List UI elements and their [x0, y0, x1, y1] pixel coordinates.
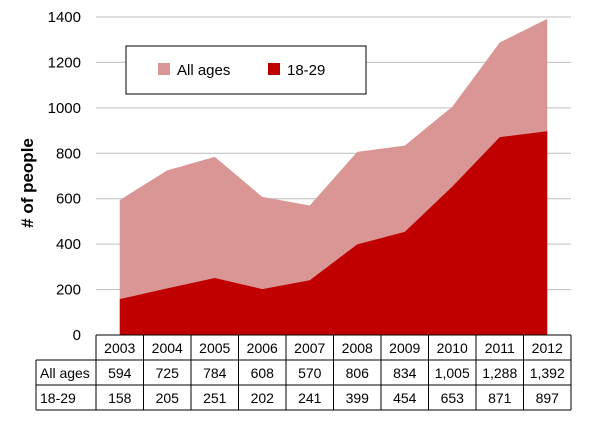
legend-label-1: 18-29 — [287, 62, 325, 79]
table-cell-1-2011: 871 — [488, 390, 512, 406]
table-cell-0-2010: 1,005 — [435, 365, 470, 381]
table-cell-1-2006: 202 — [251, 390, 275, 406]
x-tick-label-2004: 2004 — [152, 340, 183, 356]
table-cell-0-2004: 725 — [156, 365, 180, 381]
y-tick-label-0: 0 — [73, 327, 81, 344]
x-tick-label-2010: 2010 — [437, 340, 468, 356]
y-tick-label-600: 600 — [56, 191, 81, 208]
data-table: 2003 2004 2005 2006 2007 2008 2009 2010 2011 2012… — [35, 334, 572, 411]
y-tick-label-1400: 1400 — [48, 9, 81, 26]
table-row-label-1: 18-29 — [40, 390, 76, 406]
legend: All ages 18-29 — [125, 45, 367, 95]
table-cell-0-2005: 784 — [203, 365, 227, 381]
y-tick-label-400: 400 — [56, 236, 81, 253]
x-tick-label-2007: 2007 — [294, 340, 325, 356]
table-cell-1-2008: 399 — [346, 390, 370, 406]
table-cell-1-2005: 251 — [203, 390, 227, 406]
y-axis-ticks: 0 200 400 600 800 1000 1200 1400 — [48, 9, 81, 344]
table-cell-1-2003: 158 — [108, 390, 132, 406]
x-tick-label-2009: 2009 — [389, 340, 420, 356]
y-tick-label-800: 800 — [56, 145, 81, 162]
table-cell-0-2009: 834 — [393, 365, 417, 381]
table-cell-1-2004: 205 — [156, 390, 180, 406]
table-cell-1-2012: 897 — [536, 390, 560, 406]
table-cell-0-2006: 608 — [251, 365, 275, 381]
table-cell-0-2007: 570 — [298, 365, 322, 381]
x-tick-label-2005: 2005 — [199, 340, 230, 356]
x-tick-label-2011: 2011 — [485, 340, 515, 356]
y-tick-label-200: 200 — [56, 282, 81, 299]
table-cell-0-2008: 806 — [346, 365, 370, 381]
y-tick-label-1000: 1000 — [48, 100, 81, 117]
legend-swatch-0 — [158, 63, 170, 75]
y-tick-label-1200: 1200 — [48, 54, 81, 71]
x-tick-label-2003: 2003 — [104, 340, 135, 356]
area-series-18-29 — [119, 131, 548, 335]
x-tick-label-2012: 2012 — [532, 340, 563, 356]
legend-label-0: All ages — [177, 62, 230, 79]
table-cell-1-2010: 653 — [441, 390, 465, 406]
table-row-label-0: All ages — [40, 365, 90, 381]
legend-swatch-1 — [268, 63, 280, 75]
table-cell-0-2003: 594 — [108, 365, 132, 381]
x-tick-label-2006: 2006 — [247, 340, 278, 356]
y-axis-label: # of people — [18, 138, 37, 228]
chart-areas — [119, 18, 548, 336]
table-cell-1-2007: 241 — [298, 390, 322, 406]
x-tick-label-2008: 2008 — [342, 340, 373, 356]
table-cell-1-2009: 454 — [393, 390, 417, 406]
table-cell-0-2011: 1,288 — [482, 365, 517, 381]
table-cell-0-2012: 1,392 — [530, 365, 565, 381]
